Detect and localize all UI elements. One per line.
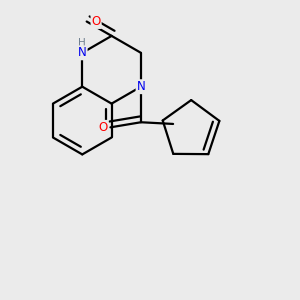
Text: N: N bbox=[136, 80, 145, 93]
Text: O: O bbox=[98, 121, 108, 134]
Text: H: H bbox=[78, 38, 86, 48]
Text: N: N bbox=[78, 46, 87, 59]
Text: O: O bbox=[92, 15, 101, 28]
